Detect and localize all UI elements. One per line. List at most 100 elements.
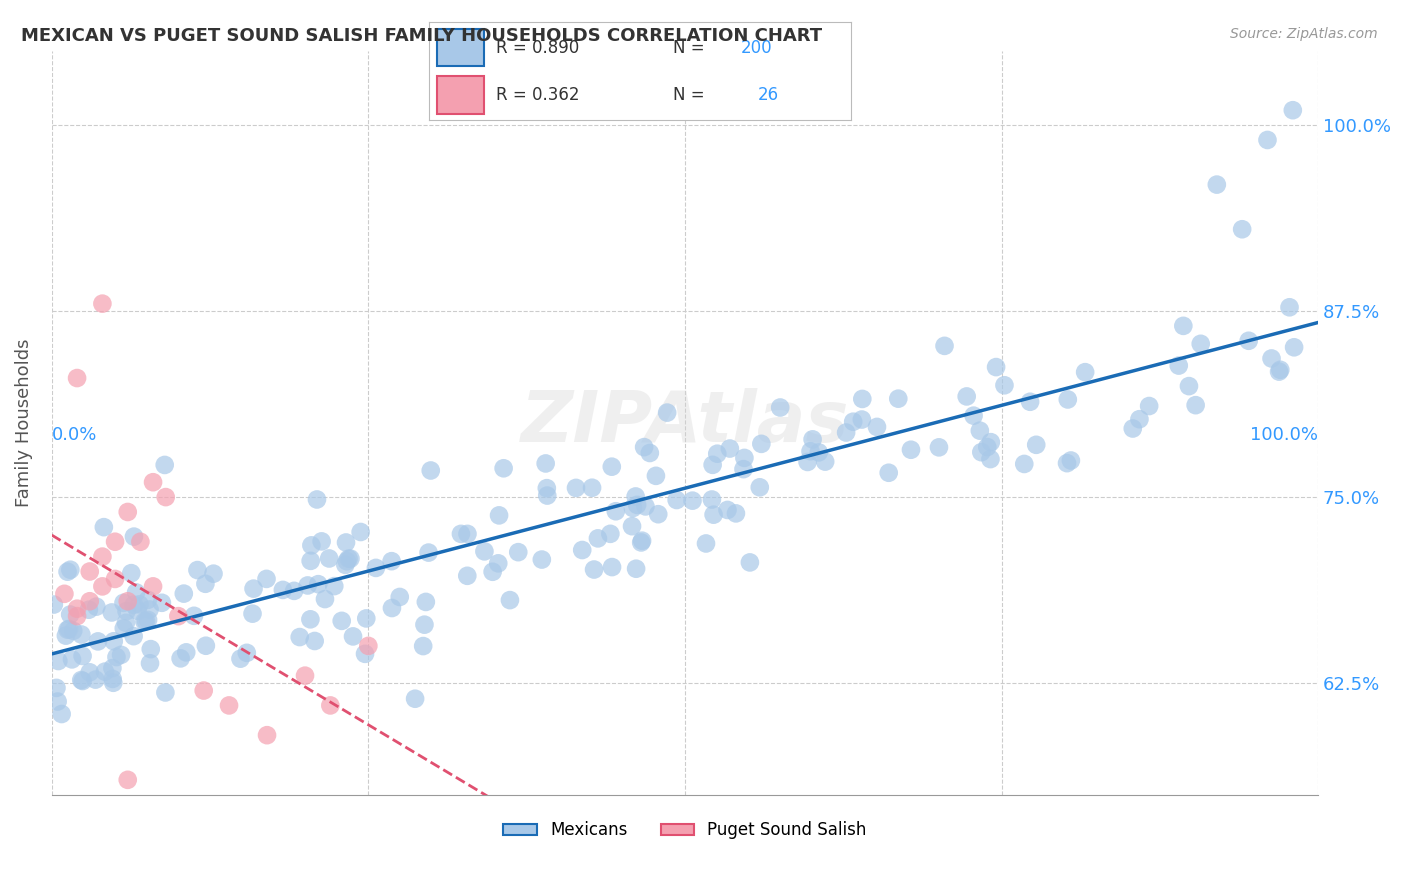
Point — [571, 543, 593, 558]
Point — [695, 536, 717, 550]
Point — [1056, 392, 1078, 407]
Point — [79, 594, 101, 608]
Point — [1122, 421, 1144, 435]
Point — [112, 621, 135, 635]
Point — [486, 557, 509, 571]
Point — [101, 672, 124, 686]
Point — [633, 440, 655, 454]
Point — [718, 442, 741, 456]
Point — [59, 563, 82, 577]
Point — [136, 613, 159, 627]
Point — [127, 604, 149, 618]
Point — [91, 549, 114, 564]
Point — [984, 360, 1007, 375]
Point — [304, 634, 326, 648]
Point — [77, 603, 100, 617]
Text: MEXICAN VS PUGET SOUND SALISH FAMILY HOUSEHOLDS CORRELATION CHART: MEXICAN VS PUGET SOUND SALISH FAMILY HOU… — [21, 27, 823, 45]
Point — [53, 587, 76, 601]
Point — [624, 562, 647, 576]
Point — [1178, 379, 1201, 393]
Point — [412, 639, 434, 653]
Point — [129, 534, 152, 549]
Point — [122, 598, 145, 612]
Point — [62, 624, 84, 638]
Point — [283, 583, 305, 598]
Point — [288, 630, 311, 644]
Point — [242, 582, 264, 596]
Point — [93, 520, 115, 534]
Point — [1278, 300, 1301, 314]
Point — [153, 458, 176, 472]
Point — [1060, 453, 1083, 467]
Point — [1260, 351, 1282, 366]
Point — [335, 535, 357, 549]
Legend: Mexicans, Puget Sound Salish: Mexicans, Puget Sound Salish — [496, 814, 873, 846]
Point — [900, 442, 922, 457]
Point — [299, 538, 322, 552]
Point — [530, 552, 553, 566]
Point — [702, 458, 724, 472]
Point — [638, 446, 661, 460]
Point — [404, 691, 426, 706]
Point — [481, 565, 503, 579]
Point — [866, 420, 889, 434]
Point — [657, 406, 679, 420]
Point — [311, 534, 333, 549]
Point — [415, 595, 437, 609]
Point — [136, 593, 159, 607]
Point — [271, 582, 294, 597]
Point — [194, 639, 217, 653]
Point — [934, 339, 956, 353]
Point — [202, 566, 225, 581]
Point — [117, 772, 139, 787]
Point — [1173, 318, 1195, 333]
Point — [956, 389, 979, 403]
Point — [581, 481, 603, 495]
Point — [110, 648, 132, 662]
Point — [46, 654, 69, 668]
Point — [356, 611, 378, 625]
Point — [499, 593, 522, 607]
Point — [86, 599, 108, 614]
Point — [155, 685, 177, 699]
Point — [70, 627, 93, 641]
Point — [56, 565, 79, 579]
Point — [105, 650, 128, 665]
Point — [125, 585, 148, 599]
Point — [169, 651, 191, 665]
Point — [120, 566, 142, 581]
Point — [877, 466, 900, 480]
Point — [645, 468, 668, 483]
Y-axis label: Family Households: Family Households — [15, 338, 32, 507]
Point — [1205, 178, 1227, 192]
Point — [1184, 398, 1206, 412]
Point — [980, 435, 1002, 450]
Point — [342, 629, 364, 643]
Point — [536, 481, 558, 495]
Point — [339, 551, 361, 566]
Point — [155, 490, 177, 504]
Point — [59, 607, 82, 622]
Point — [605, 504, 627, 518]
Point — [976, 440, 998, 454]
Point — [100, 606, 122, 620]
Point — [335, 558, 357, 572]
Point — [299, 612, 322, 626]
Point — [413, 617, 436, 632]
Point — [851, 392, 873, 406]
Text: N =: N = — [673, 39, 710, 57]
Point — [72, 648, 94, 663]
Point — [218, 698, 240, 713]
Text: 0.0%: 0.0% — [52, 426, 97, 444]
Point — [716, 503, 738, 517]
Point — [583, 562, 606, 576]
Point — [364, 561, 387, 575]
Point — [801, 433, 824, 447]
Bar — [437, 29, 484, 67]
Text: ZIPAtlas: ZIPAtlas — [520, 388, 849, 458]
Text: 26: 26 — [758, 86, 779, 103]
Point — [66, 609, 89, 624]
Point — [55, 629, 77, 643]
Point — [381, 601, 404, 615]
Point — [979, 452, 1001, 467]
